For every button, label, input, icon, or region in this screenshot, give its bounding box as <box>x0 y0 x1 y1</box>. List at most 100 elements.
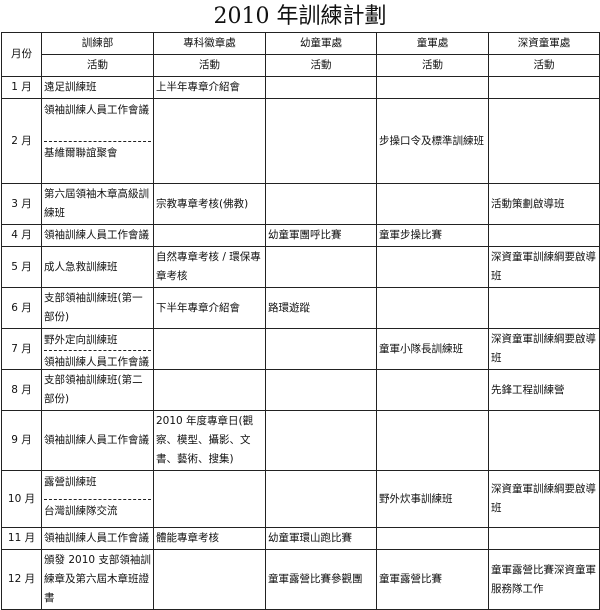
activity-cell <box>376 527 489 550</box>
table-row: 5 月成人急救訓練班 自然專章考核 / 環保專章考核 深資童軍訓練綱要啟導班 <box>1 246 600 288</box>
activity-cell: 童軍露營比賽參觀團 <box>265 549 377 610</box>
activity-cell <box>265 246 377 288</box>
month-cell: 9 月 <box>1 410 42 471</box>
activity-item: 露營訓練班 <box>44 472 151 500</box>
activity-cell <box>265 76 377 99</box>
activity-cell <box>265 98 377 184</box>
activity-cell: 體能專章考核 <box>153 527 266 550</box>
activity-cell <box>153 470 266 528</box>
table-row: 11 月領袖訓練人員工作會議 體能專章考核 幼童軍環山跑比賽 <box>1 527 600 550</box>
activity-subheader: 活動 <box>265 54 377 77</box>
dept-header: 深資童軍處 <box>488 32 600 55</box>
activity-cell: 自然專章考核 / 環保專章考核 <box>153 246 266 288</box>
activity-cell <box>153 224 266 247</box>
activity-cell: 野外炊事訓練班 <box>376 470 489 528</box>
activity-subheader: 活動 <box>376 54 489 77</box>
activity-item: 台灣訓練隊交流 <box>44 504 118 517</box>
activity-cell: 先鋒工程訓練營 <box>488 369 600 411</box>
activity-cell: 露營訓練班台灣訓練隊交流 <box>41 470 154 528</box>
activity-cell: 幼童軍團呼比賽 <box>265 224 377 247</box>
activity-cell: 領袖訓練人員工作會議 <box>41 224 154 247</box>
activity-cell <box>376 246 489 288</box>
activity-cell <box>376 183 489 225</box>
activity-cell <box>153 98 266 184</box>
activity-cell <box>488 98 600 184</box>
dept-header: 專科徽章處 <box>153 32 266 55</box>
activity-cell <box>376 287 489 329</box>
activity-cell: 領袖訓練人員工作會議基維爾聯誼聚會 <box>41 98 154 184</box>
activity-cell <box>265 470 377 528</box>
activity-cell: 領袖訓練人員工作會議 <box>41 527 154 550</box>
month-cell: 5 月 <box>1 246 42 288</box>
activity-cell: 下半年專章介紹會 <box>153 287 266 329</box>
activity-cell: 第六屆領袖木章高級訓練班 <box>41 183 154 225</box>
activity-cell: 深資童軍訓練綱要啟導班 <box>488 470 600 528</box>
training-plan-table: 月份 訓練部 專科徽章處 幼童軍處 童軍處 深資童軍處 活動 活動 活動 活動 … <box>1 32 600 610</box>
dept-header: 訓練部 <box>41 32 154 55</box>
table-row: 12 月頒發 2010 支部領袖訓練章及第六屆木章班證書 童軍露營比賽參觀團 童軍露… <box>1 549 600 610</box>
activity-subheader: 活動 <box>488 54 600 77</box>
activity-cell: 2010 年度專章日(觀察、模型、攝影、文書、藝術、搜集) <box>153 410 266 471</box>
page-title: 2010 年訓練計劃 <box>213 4 387 29</box>
activity-cell <box>488 76 600 99</box>
month-cell: 10 月 <box>1 470 42 528</box>
activity-cell <box>265 369 377 411</box>
table-row: 4 月領袖訓練人員工作會議 幼童軍團呼比賽 童軍步操比賽 <box>1 224 600 247</box>
activity-cell: 上半年專章介紹會 <box>153 76 266 99</box>
activity-cell: 童軍露營比賽深資童軍服務隊工作 <box>488 549 600 610</box>
activity-cell: 幼童軍環山跑比賽 <box>265 527 377 550</box>
month-cell: 7 月 <box>1 328 42 370</box>
activity-item: 野外定向訓練班 <box>44 330 151 351</box>
month-cell: 2 月 <box>1 98 42 184</box>
table-row: 6 月支部領袖訓練班(第一部份) 下半年專章介紹會 路環遊蹤 <box>1 287 600 329</box>
activity-cell <box>488 527 600 550</box>
table-row: 7 月野外定向訓練班領袖訓練人員工作會議 童軍小隊長訓練班 深資童軍訓練綱要啟導班 <box>1 328 600 370</box>
activity-cell: 支部領袖訓練班(第一部份) <box>41 287 154 329</box>
activity-cell: 深資童軍訓練綱要啟導班 <box>488 246 600 288</box>
activity-item: 領袖訓練人員工作會議 <box>44 356 149 368</box>
table-row: 2 月領袖訓練人員工作會議基維爾聯誼聚會 步操口令及標準訓練班 <box>1 98 600 184</box>
activity-cell <box>376 76 489 99</box>
activity-cell <box>153 328 266 370</box>
activity-cell <box>376 369 489 411</box>
month-header: 月份 <box>1 32 42 77</box>
month-cell: 8 月 <box>1 369 42 411</box>
activity-subheader: 活動 <box>41 54 154 77</box>
activity-cell: 活動策劃啟導班 <box>488 183 600 225</box>
month-cell: 12 月 <box>1 549 42 610</box>
activity-cell <box>488 224 600 247</box>
table-row: 10 月露營訓練班台灣訓練隊交流 野外炊事訓練班 深資童軍訓練綱要啟導班 <box>1 470 600 528</box>
month-cell: 1 月 <box>1 76 42 99</box>
dept-header: 童軍處 <box>376 32 489 55</box>
activity-cell: 童軍步操比賽 <box>376 224 489 247</box>
activity-cell <box>265 410 377 471</box>
activity-cell <box>488 287 600 329</box>
activity-cell: 頒發 2010 支部領袖訓練章及第六屆木章班證書 <box>41 549 154 610</box>
activity-cell: 童軍小隊長訓練班 <box>376 328 489 370</box>
activity-cell <box>265 328 377 370</box>
activity-cell: 宗教專章考核(佛教) <box>153 183 266 225</box>
table-row: 1 月遠足訓練班 上半年專章介紹會 <box>1 76 600 99</box>
activity-cell <box>153 549 266 610</box>
activity-subheader: 活動 <box>153 54 266 77</box>
month-cell: 3 月 <box>1 183 42 225</box>
dept-header: 幼童軍處 <box>265 32 377 55</box>
activity-cell: 深資童軍訓練綱要啟導班 <box>488 328 600 370</box>
table-row: 8 月支部領袖訓練班(第二部份) 先鋒工程訓練營 <box>1 369 600 411</box>
activity-cell <box>265 183 377 225</box>
activity-cell: 路環遊蹤 <box>265 287 377 329</box>
month-cell: 6 月 <box>1 287 42 329</box>
activity-cell <box>153 369 266 411</box>
activity-item: 領袖訓練人員工作會議 <box>44 100 151 142</box>
activity-cell: 支部領袖訓練班(第二部份) <box>41 369 154 411</box>
activity-cell: 領袖訓練人員工作會議 <box>41 410 154 471</box>
activity-cell <box>376 410 489 471</box>
table-row: 3 月第六屆領袖木章高級訓練班 宗教專章考核(佛教) 活動策劃啟導班 <box>1 183 600 225</box>
activity-cell: 野外定向訓練班領袖訓練人員工作會議 <box>41 328 154 370</box>
activity-cell <box>488 410 600 471</box>
activity-cell: 步操口令及標準訓練班 <box>376 98 489 184</box>
activity-cell: 遠足訓練班 <box>41 76 154 99</box>
month-cell: 4 月 <box>1 224 42 247</box>
table-row: 9 月領袖訓練人員工作會議 2010 年度專章日(觀察、模型、攝影、文書、藝術、搜… <box>1 410 600 471</box>
activity-item: 基維爾聯誼聚會 <box>44 146 118 159</box>
